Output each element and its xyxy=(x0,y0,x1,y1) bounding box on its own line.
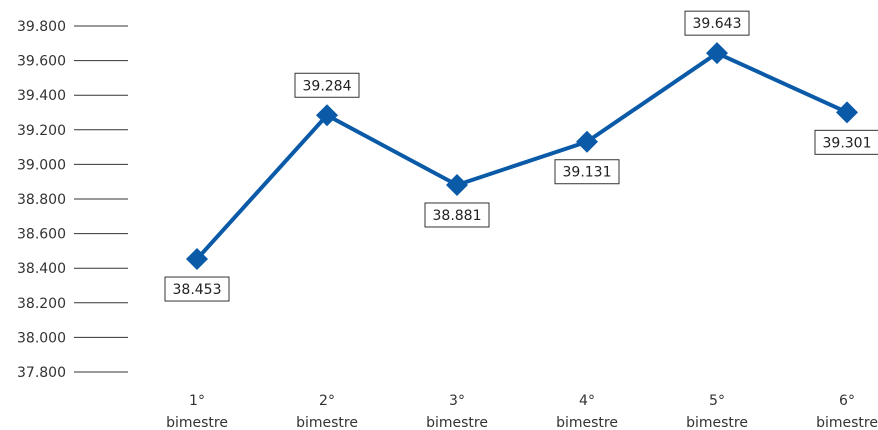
data-label-text: 39.284 xyxy=(303,78,352,94)
data-label: 38.453 xyxy=(164,276,230,302)
data-point-marker xyxy=(316,104,338,127)
data-label-box xyxy=(424,202,490,228)
y-tick-label: 38.800 xyxy=(17,192,66,208)
y-tick-label: 39.600 xyxy=(17,54,66,70)
y-tick-label: 38.000 xyxy=(17,330,66,346)
y-tick-label: 38.200 xyxy=(17,296,66,312)
data-point-marker xyxy=(576,130,598,153)
y-tick-label: 39.000 xyxy=(17,157,66,173)
data-point-marker xyxy=(836,101,858,124)
data-label-text: 39.643 xyxy=(693,16,742,32)
x-category-label: 1° bimestre xyxy=(166,393,228,430)
data-label-box xyxy=(164,276,230,302)
x-category-label: 3° bimestre xyxy=(426,393,488,430)
series-line xyxy=(195,51,848,261)
data-label: 39.284 xyxy=(294,72,360,98)
data-label-box xyxy=(554,159,620,185)
y-tick-label: 38.400 xyxy=(17,261,66,277)
y-tick-label: 37.800 xyxy=(17,365,66,381)
y-axis: 37.800 38.000 38.200 38.400 38.600 38.800 39.0… xyxy=(17,19,128,381)
data-labels: 38.453 39.284 38.881 39.131 39.643 39.301 xyxy=(164,10,878,302)
y-tick-label: 39.200 xyxy=(17,123,66,139)
x-category-label: 2° bimestre xyxy=(296,393,358,430)
series-layer xyxy=(186,42,858,271)
data-label-box xyxy=(684,10,750,36)
data-label: 39.131 xyxy=(554,159,620,185)
x-category-label: 6° bimestre xyxy=(816,393,878,430)
data-label-box xyxy=(814,129,878,155)
data-label: 39.643 xyxy=(684,10,750,36)
y-tick-label: 39.800 xyxy=(17,19,66,35)
data-label-text: 39.131 xyxy=(563,165,612,181)
x-category-label: 5° bimestre xyxy=(686,393,748,430)
data-label: 38.881 xyxy=(424,202,490,228)
data-point-marker xyxy=(186,248,208,271)
data-label-box xyxy=(294,72,360,98)
data-label-text: 38.881 xyxy=(433,208,482,224)
y-tick-label: 38.600 xyxy=(17,227,66,243)
data-label-text: 39.301 xyxy=(823,135,872,151)
y-tick-label: 39.400 xyxy=(17,88,66,104)
data-label-text: 38.453 xyxy=(173,282,222,298)
data-label: 39.301 xyxy=(814,129,878,155)
x-axis: 1° bimestre 2° bimestre 3° bimestre 4° bimestre… xyxy=(166,393,878,430)
x-category-label: 4° bimestre xyxy=(556,393,618,430)
data-point-marker xyxy=(706,42,728,65)
data-point-marker xyxy=(446,173,468,196)
